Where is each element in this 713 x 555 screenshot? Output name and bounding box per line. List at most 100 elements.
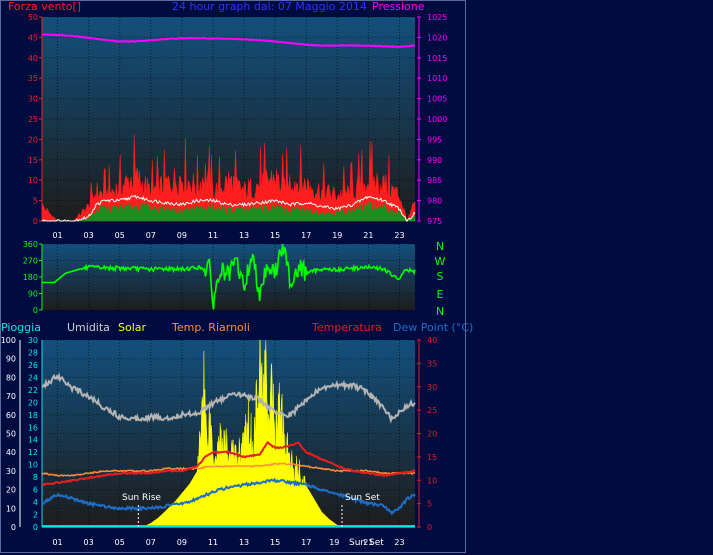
wind-y-tick-label: 10 <box>28 176 38 185</box>
x-tick-label: 23 <box>394 538 404 547</box>
rain-y-tick-label: 28 <box>28 348 38 357</box>
temperature-y-tick-label: 30 <box>427 383 437 392</box>
humidity-y-tick-label: 10 <box>6 504 16 513</box>
direction-label-w: W <box>435 255 446 268</box>
sunrise-annotation: Sun Rise <box>122 493 161 503</box>
humidity-y-tick-label: 20 <box>6 486 16 495</box>
direction-y-tick-label: 360 <box>23 240 38 249</box>
temperature-y-tick-label: 15 <box>427 453 437 462</box>
average-wind-area <box>42 200 416 222</box>
x-tick-label: 21 <box>363 231 373 240</box>
temperature-y-tick-label: 35 <box>427 359 437 368</box>
solar-radiation-area <box>142 339 346 528</box>
rain-y-tick-label: 0 <box>33 523 38 532</box>
x-tick-label: 07 <box>146 231 156 240</box>
x-tick-label: 09 <box>177 538 187 547</box>
feels-like-legend: Temp. Riarnoli <box>171 321 250 334</box>
humidity-line <box>41 372 416 424</box>
direction-y-tick-label: 90 <box>28 290 38 299</box>
rain-y-tick-label: 22 <box>28 386 38 395</box>
wind-y-tick-label: 15 <box>28 156 38 165</box>
wind-y-tick-label: 50 <box>28 13 38 22</box>
humidity-y-tick-label: 100 <box>1 336 16 345</box>
temperature-y-tick-label: 0 <box>427 523 432 532</box>
wind-y-tick-label: 0 <box>33 217 38 226</box>
rain-y-tick-label: 4 <box>33 498 38 507</box>
pressure-y-tick-label: 990 <box>427 156 442 165</box>
direction-label-n-top: N <box>436 240 444 253</box>
wind-y-tick-label: 30 <box>28 95 38 104</box>
chart-marks: 0510152025303540455097598098599099510001… <box>1 13 448 547</box>
humidity-legend: Umidita <box>67 321 110 334</box>
pressure-y-tick-label: 995 <box>427 135 442 144</box>
humidity-y-tick-label: 40 <box>6 448 16 457</box>
pressure-y-tick-label: 1025 <box>427 13 447 22</box>
wind-y-tick-label: 20 <box>28 135 38 144</box>
x-tick-label: 23 <box>394 231 404 240</box>
humidity-y-tick-label: 80 <box>6 373 16 382</box>
temperature-line <box>41 441 416 487</box>
x-tick-label: 15 <box>270 538 280 547</box>
pressure-y-tick-label: 975 <box>427 217 442 226</box>
humidity-y-tick-label: 90 <box>6 355 16 364</box>
direction-y-tick-label: 0 <box>33 306 38 315</box>
pressure-y-tick-label: 980 <box>427 197 442 206</box>
humidity-y-tick-label: 0 <box>11 523 16 532</box>
wind-y-tick-label: 5 <box>33 197 38 206</box>
x-tick-label: 07 <box>146 538 156 547</box>
pressure-y-tick-label: 1020 <box>427 33 447 42</box>
humidity-y-tick-label: 50 <box>6 430 16 439</box>
x-tick-label: 21 <box>363 538 373 547</box>
x-tick-label: 03 <box>84 538 94 547</box>
rain-y-tick-label: 6 <box>33 486 38 495</box>
temperature-legend: Temperatura <box>311 321 382 334</box>
x-tick-label: 01 <box>52 538 62 547</box>
x-tick-label: 15 <box>270 231 280 240</box>
rain-y-tick-label: 24 <box>28 373 38 382</box>
chart-title: 24 hour graph dal: 07 Maggio 2014 <box>172 0 367 13</box>
rain-y-tick-label: 14 <box>28 436 38 445</box>
rain-y-tick-label: 8 <box>33 473 38 482</box>
graph-frame <box>0 0 466 553</box>
dewpoint-legend: Dew Point (°C) <box>393 321 473 334</box>
x-tick-label: 17 <box>301 231 311 240</box>
wind-y-tick-label: 35 <box>28 74 38 83</box>
x-tick-label: 13 <box>239 538 249 547</box>
humidity-y-tick-label: 60 <box>6 411 16 420</box>
wind-y-tick-label: 25 <box>28 115 38 124</box>
x-tick-label: 01 <box>52 231 62 240</box>
wind-y-tick-label: 40 <box>28 54 38 63</box>
direction-y-tick-label: 270 <box>23 257 38 266</box>
direction-y-tick-label: 180 <box>23 273 38 282</box>
pressure-y-tick-label: 1005 <box>427 95 447 104</box>
sunset-axis-annotation: Sun Set <box>349 538 384 548</box>
x-tick-label: 17 <box>301 538 311 547</box>
dewpoint-line <box>41 477 416 516</box>
x-tick-label: 13 <box>239 231 249 240</box>
temperature-y-tick-label: 25 <box>427 406 437 415</box>
wind-gust-line <box>41 194 416 222</box>
x-tick-label: 11 <box>208 231 218 240</box>
x-tick-label: 09 <box>177 231 187 240</box>
x-tick-label: 05 <box>115 538 125 547</box>
wind-direction-line <box>42 243 416 310</box>
x-tick-label: 19 <box>329 538 339 547</box>
x-tick-label: 19 <box>332 231 342 240</box>
rain-y-tick-label: 26 <box>28 361 38 370</box>
rain-y-tick-label: 30 <box>28 336 38 345</box>
temperature-y-tick-label: 20 <box>427 430 437 439</box>
wind-speed-label: Forza vento[] <box>8 0 81 13</box>
pressure-label: Pressione <box>372 0 425 13</box>
direction-label-s: S <box>437 270 444 283</box>
x-tick-label: 05 <box>115 231 125 240</box>
temperature-y-tick-label: 40 <box>427 336 437 345</box>
pressure-y-tick-label: 1015 <box>427 54 447 63</box>
pressure-y-tick-label: 1000 <box>427 115 447 124</box>
wind-y-tick-label: 45 <box>28 33 38 42</box>
temperature-y-tick-label: 5 <box>427 500 432 509</box>
humidity-y-tick-label: 30 <box>6 467 16 476</box>
rain-y-tick-label: 12 <box>28 448 38 457</box>
rain-y-tick-label: 20 <box>28 398 38 407</box>
